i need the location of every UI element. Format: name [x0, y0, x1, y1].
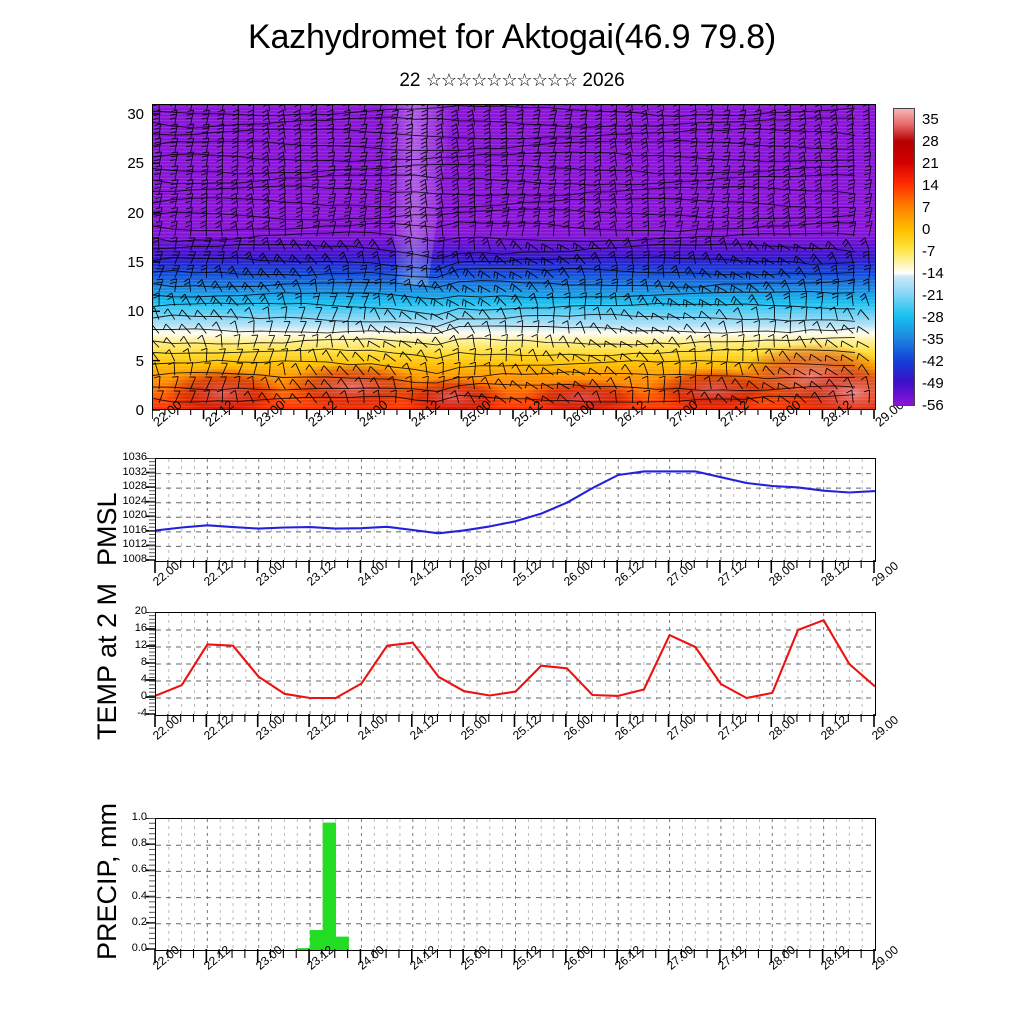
- subtitle-year: 2026: [582, 70, 625, 91]
- x-axis-tick-label: 22.12: [201, 558, 234, 589]
- y-axis-tick-label: 1012: [122, 538, 147, 551]
- y-axis-tick-label: 0.8: [131, 837, 147, 850]
- y-axis-tick-label: 0: [140, 690, 147, 702]
- colorbar-tick: -42: [922, 353, 944, 370]
- colorbar-tick: -56: [922, 397, 944, 414]
- y-axis-tick-label: 10: [127, 303, 144, 321]
- y-axis-tick-label: 1016: [122, 523, 147, 536]
- y-axis-tick-label: 1020: [122, 509, 147, 522]
- y-axis-tick-label: 0: [135, 402, 144, 419]
- colorbar-tick: 21: [922, 155, 939, 172]
- x-axis-tick-label: 26.12: [612, 558, 645, 589]
- y-axis-tick-label: 20: [134, 605, 147, 617]
- page-title: Kazhydromet for Aktogai(46.9 79.8): [247, 18, 777, 56]
- y-axis-tick-label: 20: [127, 204, 144, 222]
- x-axis-tick-label: 27.12: [714, 712, 747, 743]
- colorbar-tick: -14: [922, 265, 944, 282]
- y-axis-tick-label: 1008: [122, 553, 147, 565]
- precip-plot[interactable]: [155, 818, 876, 951]
- y-axis-tick-label: 0.6: [131, 863, 147, 876]
- x-axis-tick-label: 28.00: [766, 558, 799, 589]
- x-axis-tick-label: 26.12: [612, 712, 645, 743]
- x-axis-tick-label: 27.00: [663, 712, 696, 743]
- x-axis-tick-label: 25.00: [458, 558, 491, 589]
- x-axis-tick-label: 22.00: [150, 558, 183, 589]
- x-axis-tick-label: 27.12: [714, 558, 747, 589]
- x-axis-tick-label: 29.00: [869, 712, 902, 743]
- colorbar-tick: -7: [922, 243, 936, 260]
- y-axis-tick-label: 1024: [122, 494, 147, 507]
- y-axis-tick-label: 0.4: [131, 889, 147, 902]
- y-axis-tick-label: 1028: [122, 480, 147, 493]
- colorbar-tick: -21: [922, 287, 944, 304]
- colorbar-tick: 28: [922, 133, 939, 150]
- x-axis-tick-label: 25.00: [458, 712, 491, 743]
- subtitle-stars: ☆☆☆☆☆☆☆☆☆☆: [425, 70, 578, 90]
- x-axis-tick-label: 24.12: [406, 558, 439, 589]
- colorbar-tick-labels: 35 28 21 14 7 0 -7 -14 -21 -28 -35 -42 -49 -56: [922, 104, 992, 414]
- x-axis-tick-label: 23.00: [252, 558, 285, 589]
- x-axis-tick-label: 25.12: [509, 558, 542, 589]
- y-axis-tick-label: 0.2: [131, 915, 147, 928]
- x-axis-tick-label: 23.00: [252, 712, 285, 743]
- x-axis-tick-label: 23.12: [304, 558, 337, 589]
- subtitle-day: 22: [399, 70, 421, 91]
- x-axis-tick-label: 26.00: [560, 558, 593, 589]
- x-axis-tick-label: 23.12: [304, 712, 337, 743]
- y-axis-tick-label: 1032: [122, 465, 147, 478]
- temp-plot[interactable]: [155, 612, 876, 716]
- x-axis-tick-label: 24.00: [355, 558, 388, 589]
- x-axis-tick-label: 26.00: [560, 712, 593, 743]
- y-axis-tick-label: 16: [134, 622, 147, 634]
- x-axis-tick-label: 24.00: [355, 712, 388, 743]
- temperature-colorbar: [893, 108, 915, 406]
- colorbar-tick: 0: [922, 221, 931, 238]
- colorbar-tick: -49: [922, 375, 944, 392]
- colorbar-tick: 14: [922, 177, 939, 194]
- precip-axis-label: PRECIP, mm: [92, 802, 122, 960]
- cross-section-plot[interactable]: [152, 104, 876, 410]
- colorbar-tick: 35: [922, 111, 939, 128]
- colorbar-tick: 7: [922, 199, 931, 216]
- y-axis-tick-label: 25: [127, 155, 144, 173]
- x-axis-tick-label: 24.12: [406, 712, 439, 743]
- x-axis-tick-label: 28.00: [766, 712, 799, 743]
- pmsl-plot[interactable]: [155, 458, 876, 562]
- page-subtitle: 22 ☆☆☆☆☆☆☆☆☆☆ 2026: [0, 70, 1024, 92]
- x-axis-tick-label: 25.12: [509, 712, 542, 743]
- y-axis-tick-label: -4: [137, 707, 147, 719]
- y-axis-tick-label: 1.0: [131, 811, 147, 823]
- y-axis-tick-label: 30: [127, 105, 144, 123]
- x-axis-tick-label: 28.12: [817, 712, 850, 743]
- y-axis-tick-label: 8: [140, 656, 147, 668]
- colorbar-tick: -28: [922, 309, 944, 326]
- y-axis-tick-label: 15: [127, 253, 144, 271]
- y-axis-tick-label: 0.0: [131, 942, 147, 954]
- x-axis-tick-label: 22.00: [150, 712, 183, 743]
- x-axis-tick-label: 29.00: [869, 558, 902, 589]
- y-axis-tick-label: 4: [140, 673, 147, 685]
- x-axis-tick-label: 22.12: [201, 712, 234, 743]
- y-axis-tick-label: 1036: [122, 451, 147, 463]
- colorbar-tick: -35: [922, 331, 944, 348]
- y-axis-tick-label: 5: [135, 352, 144, 370]
- y-axis-tick-label: 12: [134, 639, 147, 651]
- x-axis-tick-label: 28.12: [817, 558, 850, 589]
- x-axis-tick-label: 27.00: [663, 558, 696, 589]
